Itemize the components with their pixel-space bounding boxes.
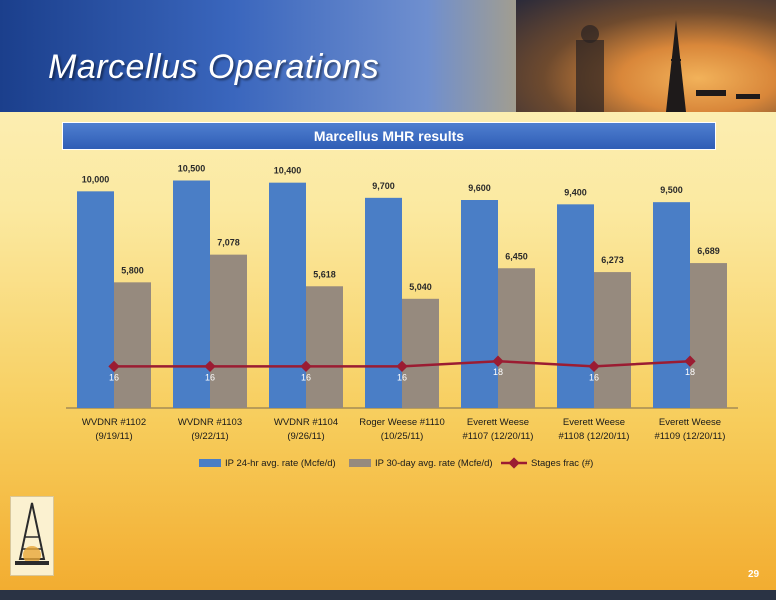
category-label-3-line2: (10/25/11) xyxy=(381,431,424,442)
bar-ip30day-0 xyxy=(114,282,151,408)
data-label-ip30day-1: 7,078 xyxy=(217,238,240,248)
legend-label-stages: Stages frac (#) xyxy=(531,458,593,469)
category-label-3-line1: Roger Weese #1110 xyxy=(359,417,445,428)
category-label-5-line1: Everett Weese xyxy=(563,417,625,428)
page-title: Marcellus Operations xyxy=(48,48,380,86)
legend-swatch-ip24hr xyxy=(199,459,221,467)
data-label-ip24hr-0: 10,000 xyxy=(82,174,110,184)
data-label-ip30day-0: 5,800 xyxy=(121,265,144,275)
stages-label-1: 16 xyxy=(205,372,215,382)
data-label-ip30day-2: 5,618 xyxy=(313,269,336,279)
legend-swatch-stages-marker xyxy=(508,457,520,469)
bar-ip30day-5 xyxy=(594,272,631,408)
data-label-ip30day-3: 5,040 xyxy=(409,282,432,292)
legend-label-ip30day: IP 30-day avg. rate (Mcfe/d) xyxy=(375,458,493,469)
bar-ip30day-4 xyxy=(498,268,535,408)
stages-marker-5 xyxy=(588,360,600,373)
category-label-0-line2: (9/19/11) xyxy=(95,431,132,442)
bar-ip24hr-0 xyxy=(77,191,114,408)
category-label-1-line1: WVDNR #1103 xyxy=(178,417,242,428)
category-label-6-line1: Everett Weese xyxy=(659,417,721,428)
company-logo xyxy=(10,496,54,576)
oil-rig-silhouette-icon xyxy=(576,20,760,112)
category-label-1-line2: (9/22/11) xyxy=(191,431,228,442)
bar-ip30day-3 xyxy=(402,298,439,408)
category-label-0-line1: WVDNR #1102 xyxy=(82,417,146,428)
stages-label-4: 18 xyxy=(493,367,503,377)
chart-title: Marcellus MHR results xyxy=(62,122,716,150)
bar-ip24hr-5 xyxy=(557,204,594,408)
stages-label-5: 16 xyxy=(589,372,599,382)
data-label-ip30day-4: 6,450 xyxy=(505,251,528,261)
data-label-ip30day-6: 6,689 xyxy=(697,246,720,256)
category-label-5-line2: #1108 (12/20/11) xyxy=(559,431,630,442)
bar-ip24hr-3 xyxy=(365,197,402,408)
bar-ip30day-2 xyxy=(306,286,343,408)
stages-marker-1 xyxy=(204,360,216,373)
stages-label-0: 16 xyxy=(109,372,119,382)
category-label-2-line1: WVDNR #1104 xyxy=(274,417,338,428)
category-label-4-line1: Everett Weese xyxy=(467,417,529,428)
bar-ip24hr-6 xyxy=(653,202,690,408)
banner-photo xyxy=(516,0,776,112)
bar-ip24hr-1 xyxy=(173,180,210,408)
category-label-6-line2: #1109 (12/20/11) xyxy=(655,431,726,442)
data-label-ip24hr-2: 10,400 xyxy=(274,166,302,176)
bar-ip24hr-4 xyxy=(461,200,498,408)
bar-ip30day-6 xyxy=(690,263,727,408)
stages-marker-2 xyxy=(300,360,312,373)
stages-marker-3 xyxy=(396,360,408,373)
legend-swatch-ip30day xyxy=(349,459,371,467)
bar-ip24hr-2 xyxy=(269,182,306,408)
category-label-2-line2: (9/26/11) xyxy=(287,431,324,442)
bar-ip30day-1 xyxy=(210,254,247,408)
data-label-ip24hr-5: 9,400 xyxy=(564,187,587,197)
data-label-ip24hr-3: 9,700 xyxy=(372,181,395,191)
stages-label-6: 18 xyxy=(685,367,695,377)
data-label-ip30day-5: 6,273 xyxy=(601,255,624,265)
data-label-ip24hr-1: 10,500 xyxy=(178,164,206,174)
stages-label-2: 16 xyxy=(301,372,311,382)
stages-marker-4 xyxy=(492,355,504,367)
legend-label-ip24hr: IP 24-hr avg. rate (Mcfe/d) xyxy=(225,458,336,469)
footer-bar xyxy=(0,590,776,600)
header-banner: Marcellus Operations xyxy=(0,0,776,112)
data-label-ip24hr-6: 9,500 xyxy=(660,185,683,195)
page-number: 29 xyxy=(748,569,760,580)
stages-marker-6 xyxy=(684,355,696,367)
stages-label-3: 16 xyxy=(397,372,407,382)
category-label-4-line2: #1107 (12/20/11) xyxy=(463,431,534,442)
data-label-ip24hr-4: 9,600 xyxy=(468,183,491,193)
